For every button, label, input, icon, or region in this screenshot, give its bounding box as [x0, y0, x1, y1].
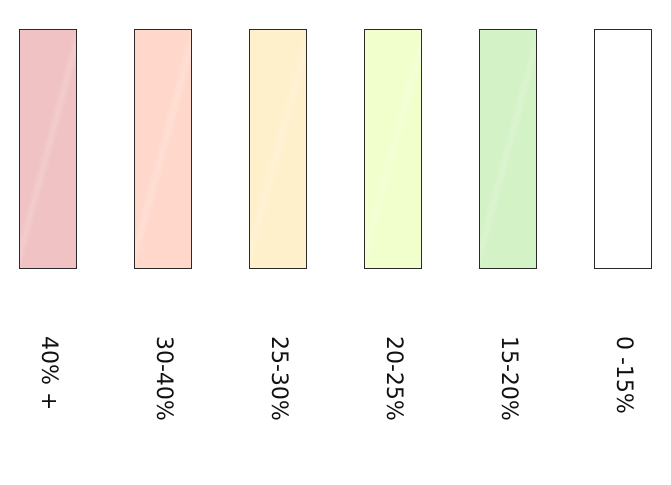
legend-swatch-30-40 [134, 29, 192, 269]
legend-swatch-25-30 [249, 29, 307, 269]
legend-label-15-20: 15-20% [496, 336, 521, 421]
legend-label-25-30: 25-30% [266, 336, 291, 421]
legend-label-0-15: 0 -15% [611, 336, 636, 414]
legend-label-40-plus: 40% + [36, 336, 61, 411]
legend-swatch-20-25 [364, 29, 422, 269]
legend-label-30-40: 30-40% [151, 336, 176, 421]
legend-swatch-15-20 [479, 29, 537, 269]
legend-swatch-0-15 [594, 29, 652, 269]
legend-label-20-25: 20-25% [381, 336, 406, 421]
legend-swatch-40-plus [19, 29, 77, 269]
